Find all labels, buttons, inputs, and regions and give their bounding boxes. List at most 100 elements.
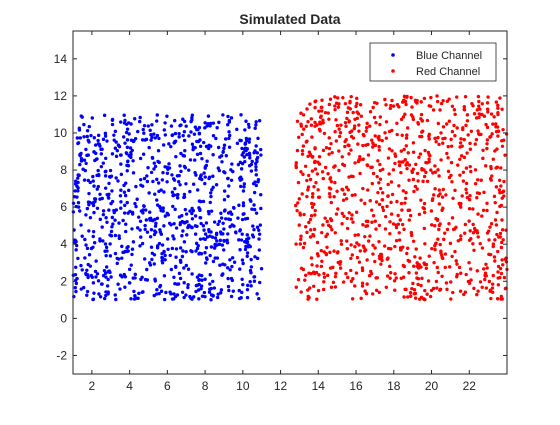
point-blue-channel	[208, 253, 212, 258]
point-blue-channel	[119, 206, 123, 210]
point-red-channel	[365, 258, 369, 262]
point-blue-channel	[240, 146, 244, 151]
point-blue-channel	[82, 122, 86, 127]
point-blue-channel	[198, 151, 203, 156]
point-red-channel	[467, 219, 471, 223]
point-blue-channel	[241, 201, 246, 205]
point-blue-channel	[123, 203, 127, 208]
point-red-channel	[432, 260, 436, 265]
point-blue-channel	[226, 284, 231, 289]
point-red-channel	[358, 154, 362, 159]
point-red-channel	[357, 243, 361, 247]
point-blue-channel	[171, 234, 175, 238]
point-red-channel	[347, 211, 351, 215]
point-red-channel	[332, 195, 336, 199]
point-red-channel	[371, 213, 376, 218]
point-red-channel	[460, 194, 464, 198]
point-red-channel	[294, 203, 298, 208]
point-red-channel	[332, 249, 336, 253]
point-blue-channel	[247, 243, 251, 247]
point-blue-channel	[207, 146, 211, 151]
point-red-channel	[462, 155, 467, 160]
point-blue-channel	[207, 176, 211, 181]
point-blue-channel	[122, 190, 127, 194]
point-blue-channel	[104, 253, 108, 258]
point-blue-channel	[195, 188, 200, 192]
point-blue-channel	[204, 246, 209, 250]
point-blue-channel	[122, 113, 126, 117]
point-red-channel	[426, 279, 431, 283]
point-red-channel	[499, 297, 503, 301]
point-red-channel	[339, 242, 344, 246]
point-blue-channel	[97, 142, 101, 146]
point-blue-channel	[152, 232, 157, 237]
point-red-channel	[419, 198, 423, 202]
point-blue-channel	[142, 257, 147, 261]
point-blue-channel	[222, 146, 226, 151]
point-red-channel	[344, 124, 348, 129]
point-blue-channel	[252, 203, 256, 207]
point-blue-channel	[110, 152, 115, 156]
point-red-channel	[404, 144, 408, 148]
point-red-channel	[465, 119, 470, 123]
point-blue-channel	[84, 271, 88, 276]
point-red-channel	[488, 289, 492, 293]
point-blue-channel	[202, 228, 206, 232]
point-red-channel	[496, 134, 500, 138]
point-red-channel	[436, 168, 440, 172]
point-blue-channel	[153, 136, 157, 140]
point-blue-channel	[99, 282, 104, 286]
point-red-channel	[304, 225, 308, 229]
point-red-channel	[383, 214, 388, 219]
point-red-channel	[370, 220, 374, 224]
point-red-channel	[366, 153, 371, 157]
point-red-channel	[389, 180, 394, 184]
point-blue-channel	[125, 163, 129, 168]
point-red-channel	[405, 133, 409, 137]
point-red-channel	[420, 130, 424, 134]
point-blue-channel	[104, 275, 108, 279]
point-red-channel	[397, 238, 402, 242]
point-red-channel	[349, 268, 353, 273]
point-red-channel	[398, 246, 403, 250]
point-red-channel	[387, 172, 391, 176]
point-red-channel	[342, 214, 346, 218]
point-blue-channel	[220, 160, 224, 164]
point-blue-channel	[197, 278, 201, 282]
point-red-channel	[464, 272, 468, 277]
point-blue-channel	[195, 246, 200, 251]
point-blue-channel	[83, 168, 88, 173]
point-red-channel	[402, 295, 406, 299]
point-blue-channel	[193, 158, 197, 162]
point-blue-channel	[177, 180, 181, 184]
point-blue-channel	[86, 178, 90, 183]
point-red-channel	[310, 169, 315, 173]
point-red-channel	[499, 240, 504, 245]
point-blue-channel	[73, 286, 77, 290]
point-red-channel	[487, 238, 491, 242]
point-red-channel	[392, 279, 397, 283]
point-blue-channel	[247, 125, 251, 129]
point-red-channel	[378, 115, 383, 119]
point-red-channel	[379, 262, 383, 266]
point-blue-channel	[199, 174, 203, 178]
point-blue-channel	[184, 212, 189, 216]
point-blue-channel	[100, 147, 104, 151]
point-blue-channel	[122, 211, 127, 215]
point-red-channel	[397, 184, 401, 188]
point-red-channel	[446, 144, 450, 149]
point-red-channel	[476, 235, 480, 239]
point-blue-channel	[91, 234, 95, 239]
point-blue-channel	[180, 234, 184, 238]
point-blue-channel	[93, 269, 98, 274]
point-blue-channel	[106, 277, 110, 282]
point-blue-channel	[229, 178, 234, 182]
point-red-channel	[374, 288, 379, 293]
point-blue-channel	[76, 141, 81, 145]
point-blue-channel	[86, 200, 91, 204]
point-red-channel	[325, 245, 329, 249]
point-red-channel	[347, 120, 351, 124]
point-blue-channel	[84, 147, 88, 152]
point-red-channel	[490, 282, 495, 286]
point-blue-channel	[86, 275, 90, 280]
